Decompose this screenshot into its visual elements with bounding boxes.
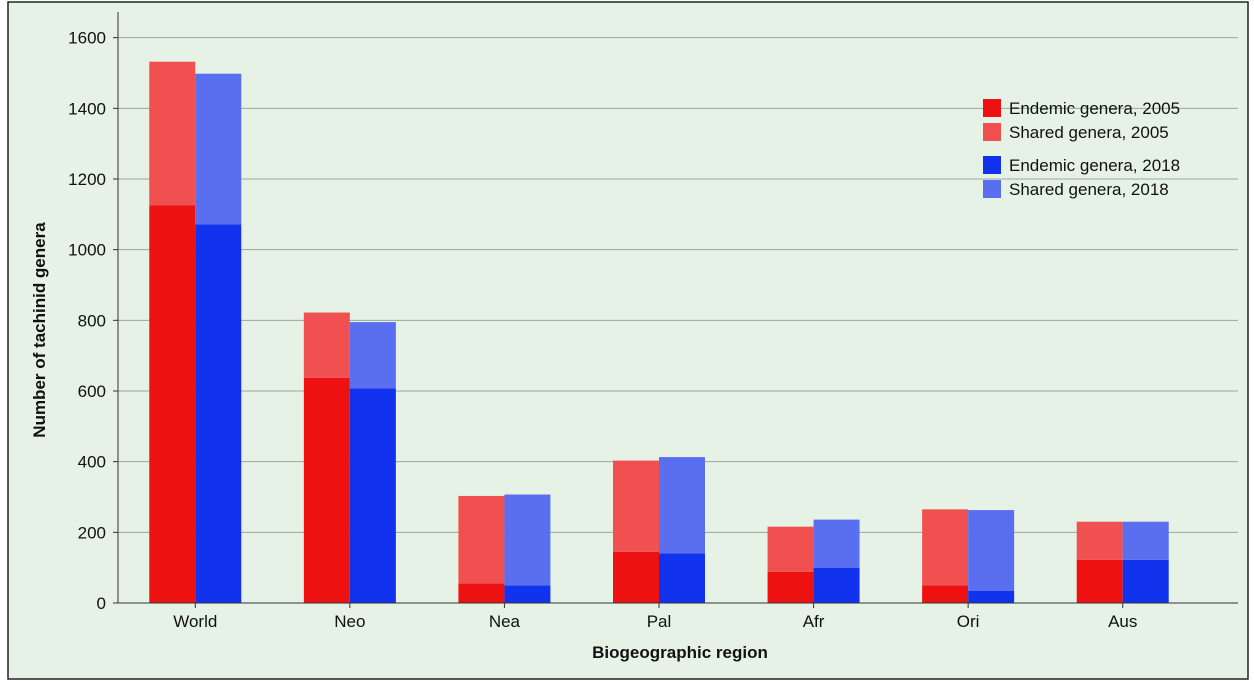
bar-nea-endemic-genera-2018	[504, 585, 551, 603]
x-tick-label-pal: Pal	[647, 612, 672, 631]
bar-aus-endemic-genera-2005	[1076, 559, 1123, 603]
legend-swatch	[983, 123, 1001, 141]
x-tick-label-ori: Ori	[957, 612, 980, 631]
bar-nea-endemic-genera-2005	[458, 583, 505, 603]
x-tick-label-afr: Afr	[803, 612, 825, 631]
legend-swatch	[983, 99, 1001, 117]
legend-label: Shared genera, 2018	[1009, 180, 1169, 199]
bar-aus-shared-genera-2005	[1076, 521, 1123, 560]
bar-pal-shared-genera-2005	[613, 460, 659, 552]
y-tick-label: 400	[78, 453, 106, 472]
legend: Endemic genera, 2005 Shared genera, 2005 E…	[983, 99, 1180, 199]
bar-world-shared-genera-2005	[149, 61, 196, 206]
y-tick-label: 600	[78, 382, 106, 401]
bar-afr-endemic-genera-2005	[767, 571, 814, 603]
x-tick-label-world: World	[173, 612, 217, 631]
legend-label: Endemic genera, 2018	[1009, 156, 1180, 175]
y-tick-label: 1200	[68, 170, 106, 189]
bar-neo-endemic-genera-2018	[349, 388, 396, 603]
y-tick-label: 1600	[68, 29, 106, 48]
bar-world-endemic-genera-2005	[149, 205, 196, 603]
bar-aus-shared-genera-2018	[1122, 521, 1169, 560]
bar-nea-shared-genera-2018	[504, 494, 551, 586]
bar-ori-endemic-genera-2018	[968, 590, 1015, 603]
bar-afr-endemic-genera-2018	[813, 567, 860, 603]
x-tick-label-neo: Neo	[334, 612, 365, 631]
bar-world-shared-genera-2018	[195, 73, 242, 225]
bar-aus-endemic-genera-2018	[1122, 559, 1169, 603]
legend-swatch	[983, 180, 1001, 198]
bar-afr-shared-genera-2018	[813, 519, 860, 568]
y-tick-label: 0	[97, 594, 106, 613]
bar-neo-endemic-genera-2005	[303, 377, 350, 603]
bar-afr-shared-genera-2005	[767, 526, 814, 572]
y-tick-label: 800	[78, 311, 106, 330]
legend-label: Shared genera, 2005	[1009, 123, 1169, 142]
legend-label: Endemic genera, 2005	[1009, 99, 1180, 118]
x-tick-label-aus: Aus	[1108, 612, 1137, 631]
legend-swatch	[983, 156, 1001, 174]
bar-world-endemic-genera-2018	[195, 224, 242, 603]
bar-neo-shared-genera-2018	[349, 322, 396, 389]
y-tick-label: 1000	[68, 241, 106, 260]
bar-ori-shared-genera-2018	[968, 510, 1015, 591]
x-axis-title: Biogeographic region	[592, 643, 768, 662]
bar-pal-shared-genera-2018	[659, 457, 705, 554]
bar-ori-shared-genera-2005	[922, 509, 969, 586]
bar-neo-shared-genera-2005	[303, 312, 350, 378]
bar-nea-shared-genera-2005	[458, 495, 505, 584]
tick-labels: 0 200 400 600 800 1000 1200 1400 1600 World Neo Nea…	[68, 29, 1137, 631]
y-tick-label: 200	[78, 523, 106, 542]
bars-layer	[149, 61, 1169, 603]
y-axis-title: Number of tachinid genera	[30, 222, 49, 438]
bar-pal-endemic-genera-2018	[659, 553, 705, 603]
bar-pal-endemic-genera-2005	[613, 551, 659, 603]
axes-layer	[113, 12, 1238, 608]
x-tick-label-nea: Nea	[489, 612, 521, 631]
bar-ori-endemic-genera-2005	[922, 585, 969, 603]
y-tick-label: 1400	[68, 99, 106, 118]
